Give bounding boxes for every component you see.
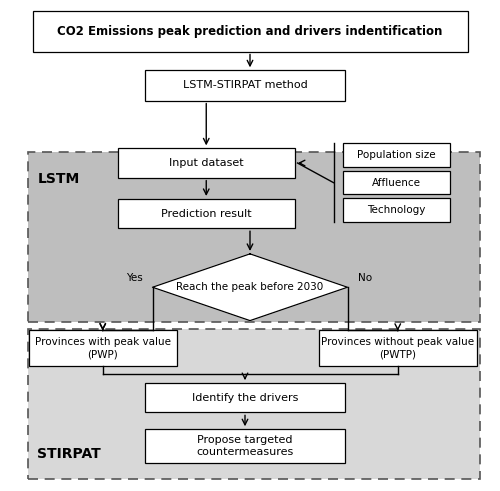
Text: No: No — [358, 273, 372, 283]
Bar — [28, 329, 480, 479]
Polygon shape — [152, 254, 348, 321]
Text: Propose targeted
countermeasures: Propose targeted countermeasures — [196, 435, 294, 457]
Text: Affluence: Affluence — [372, 178, 421, 188]
Text: Yes: Yes — [126, 273, 142, 283]
Bar — [342, 143, 450, 167]
Bar — [28, 152, 480, 322]
Bar — [118, 148, 295, 178]
Text: Population size: Population size — [357, 150, 436, 160]
Bar — [342, 198, 450, 222]
Bar — [32, 11, 468, 52]
Bar — [145, 429, 345, 463]
Text: LSTM-STIRPAT method: LSTM-STIRPAT method — [182, 81, 308, 90]
Bar — [29, 330, 176, 366]
Bar — [342, 171, 450, 194]
Text: CO2 Emissions peak prediction and drivers indentification: CO2 Emissions peak prediction and driver… — [58, 25, 442, 38]
Text: Prediction result: Prediction result — [161, 209, 252, 218]
Text: Input dataset: Input dataset — [169, 158, 244, 168]
Text: Provinces without peak value
(PWTP): Provinces without peak value (PWTP) — [321, 337, 474, 359]
Text: LSTM: LSTM — [38, 172, 80, 186]
Text: Provinces with peak value
(PWP): Provinces with peak value (PWP) — [35, 337, 171, 359]
Text: Reach the peak before 2030: Reach the peak before 2030 — [176, 282, 324, 292]
Text: Identify the drivers: Identify the drivers — [192, 393, 298, 403]
Bar — [145, 383, 345, 412]
Bar — [319, 330, 476, 366]
Text: Technology: Technology — [367, 205, 426, 215]
Text: STIRPAT: STIRPAT — [38, 447, 101, 461]
Bar — [145, 70, 345, 101]
Bar — [118, 199, 295, 228]
